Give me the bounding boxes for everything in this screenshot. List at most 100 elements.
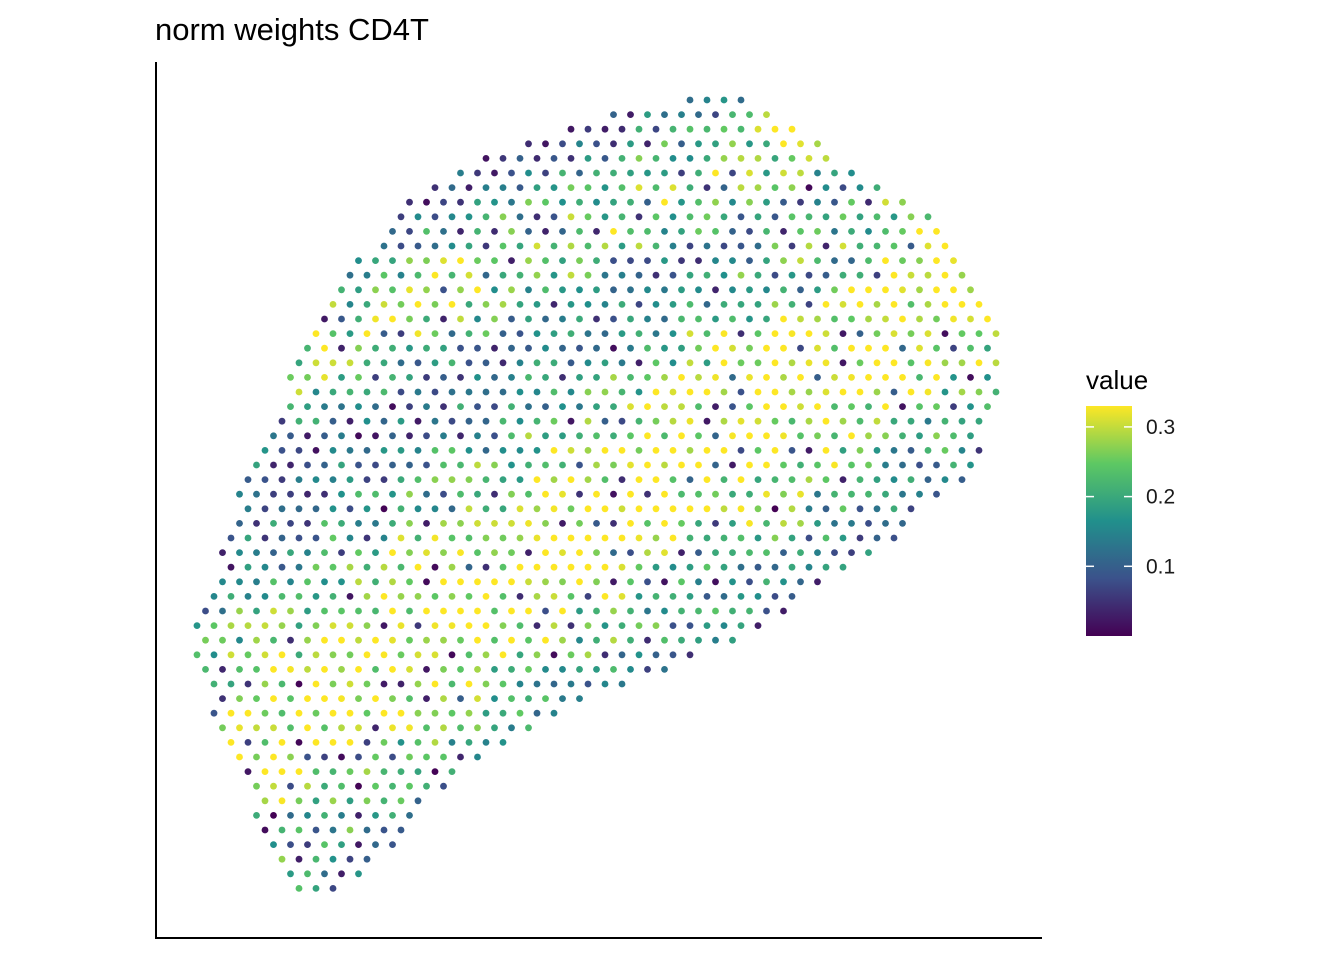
data-point [627,257,634,264]
data-point [737,505,745,513]
data-point [771,505,779,513]
data-point [882,228,889,235]
data-point [720,505,728,513]
data-point [304,841,311,848]
data-point [567,184,575,192]
data-point [712,315,719,323]
data-point [304,870,311,878]
data-point [414,388,422,396]
data-point [465,709,473,717]
data-point [678,111,685,118]
data-point [499,447,507,454]
data-point [236,607,243,615]
data-point [627,198,634,206]
data-point [720,155,728,162]
data-point [482,505,490,513]
data-point [380,417,388,425]
data-point [533,417,541,425]
data-point [593,315,600,323]
data-point [729,432,736,440]
data-point [652,505,660,513]
data-point [440,753,447,761]
data-point [559,169,566,177]
data-point [678,257,685,264]
data-point [457,520,464,527]
data-point [380,593,388,600]
data-point [882,257,889,264]
data-point [380,330,388,337]
data-point [491,257,498,264]
data-point [899,432,906,440]
data-point [661,636,668,644]
data-point [899,228,906,235]
data-point [610,461,617,469]
data-point [261,680,269,688]
data-point [916,228,923,235]
data-point [839,388,847,396]
data-point [882,432,889,440]
data-point [814,257,821,264]
data-point [550,680,558,688]
data-point [533,505,541,513]
data-point [584,534,592,542]
data-point [431,301,439,308]
data-point [559,607,566,615]
data-point [814,286,821,294]
data-point [933,344,940,352]
data-point [253,578,260,586]
data-point [525,461,532,469]
data-point [491,286,498,294]
data-point [431,709,439,717]
data-point [363,505,371,513]
data-point [423,374,430,381]
data-point [287,403,294,410]
data-point [482,534,490,542]
data-point [406,432,413,440]
data-point [771,125,779,133]
data-point [389,520,396,527]
data-point [295,651,303,659]
data-point [890,301,898,308]
data-point [329,593,337,600]
data-point [967,286,974,294]
data-point [814,432,821,440]
data-point [355,344,362,352]
data-point [754,242,762,250]
data-point [253,490,260,498]
data-point [287,490,294,498]
data-point [465,271,473,279]
data-point [839,417,847,425]
data-point [610,490,617,498]
data-point [678,198,685,206]
data-point [363,447,371,454]
data-point [448,388,456,396]
data-point [372,812,379,819]
data-point [287,374,294,381]
data-point [907,359,915,367]
data-point [856,447,864,454]
data-point [712,286,719,294]
data-point [210,593,218,600]
legend-colorbar [1086,406,1132,636]
data-point [304,724,311,732]
data-point [746,549,753,556]
data-point [355,286,362,294]
data-point [465,301,473,308]
data-point [227,651,235,659]
data-point [763,607,770,615]
data-point [797,140,804,148]
data-point [975,301,983,308]
data-point [389,695,396,702]
data-point [499,213,507,221]
data-point [508,228,515,235]
data-point [601,622,609,629]
data-point [414,563,422,571]
data-point [559,666,566,673]
data-point [967,315,974,323]
data-point [304,695,311,702]
data-point [712,490,719,498]
data-point [950,344,957,352]
data-point [610,140,617,148]
data-point [584,359,592,367]
data-point [899,344,906,352]
